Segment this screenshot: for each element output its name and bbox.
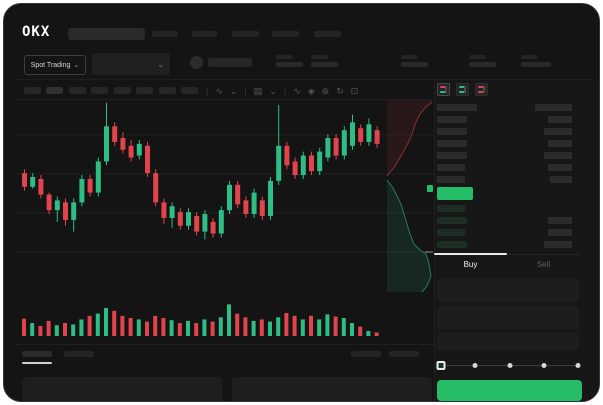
stat-label-placeholder xyxy=(401,55,418,59)
tab-sell-label: Sell xyxy=(536,259,551,269)
stat-label-placeholder xyxy=(276,55,293,59)
slider-stop-dot[interactable] xyxy=(507,363,512,368)
chevron-down-icon: ⌄ xyxy=(73,62,80,69)
candle-type-icon[interactable]: ▤ xyxy=(253,86,263,96)
trade-side-tabs: Buy Sell xyxy=(434,253,580,273)
stat-value-placeholder xyxy=(469,62,496,67)
nav-item[interactable] xyxy=(232,31,259,37)
bottom-panel xyxy=(22,377,222,401)
amount-input[interactable] xyxy=(437,306,579,329)
chevron-down-icon[interactable]: ⌄ xyxy=(229,86,238,96)
okx-logo: OKX xyxy=(22,24,51,40)
search-input[interactable] xyxy=(68,28,145,40)
tab-sell[interactable]: Sell xyxy=(507,255,580,273)
divider xyxy=(16,99,434,100)
nav-item[interactable] xyxy=(272,31,299,37)
timeframe-button[interactable] xyxy=(24,87,41,94)
chevron-down-icon: ⌄ xyxy=(157,59,164,69)
tab-buy-label: Buy xyxy=(463,259,478,269)
bottom-tab-active[interactable] xyxy=(22,351,52,357)
slider-stop-dot[interactable] xyxy=(575,363,581,368)
orderbook-row[interactable] xyxy=(437,203,574,215)
stat-label-placeholder xyxy=(311,55,328,59)
market-type-label: Spot Trading xyxy=(30,61,71,69)
divider xyxy=(434,80,435,401)
tab-buy[interactable]: Buy xyxy=(434,253,507,273)
bottom-action-placeholder[interactable] xyxy=(389,351,419,357)
fullscreen-icon[interactable]: ⊡ xyxy=(350,86,359,96)
stat-label-placeholder xyxy=(469,55,486,59)
orderbook-row[interactable] xyxy=(437,114,574,126)
timeframe-button[interactable] xyxy=(181,87,198,94)
stat-value-placeholder xyxy=(311,62,338,67)
nav-item[interactable] xyxy=(314,31,341,37)
divider xyxy=(16,79,593,80)
timeframe-button[interactable] xyxy=(69,87,86,94)
orderbook-row[interactable] xyxy=(437,227,574,239)
timeframe-button[interactable] xyxy=(114,87,131,94)
orderbook-panel: Buy Sell xyxy=(434,80,599,401)
orderbook-view-bids-icon[interactable] xyxy=(456,83,469,96)
orderbook-view-asks-icon[interactable] xyxy=(475,83,488,96)
bottom-panel xyxy=(232,377,432,401)
nav-item[interactable] xyxy=(152,31,178,37)
orderbook-row[interactable] xyxy=(437,239,574,251)
slider-handle[interactable] xyxy=(436,361,446,370)
last-price-placeholder xyxy=(208,58,252,67)
draw-icon[interactable]: ◈ xyxy=(307,86,315,96)
indicator-wave-icon[interactable]: ∿ xyxy=(215,86,223,96)
orderbook-row[interactable] xyxy=(437,150,574,162)
stat-value-placeholder xyxy=(521,62,551,67)
orderbook-row[interactable] xyxy=(437,138,574,150)
timeframe-button[interactable] xyxy=(91,87,108,94)
orderbook-row[interactable] xyxy=(437,126,574,138)
divider: | xyxy=(206,86,209,96)
total-input[interactable] xyxy=(437,333,579,350)
slider-stop-dot[interactable] xyxy=(472,363,478,368)
app-window: OKX Spot Trading ⌄ ⌄ | ∿ ⌄ | ▤ ⌄ | ∿ ◈ ⊚ ↻ ⊡ xyxy=(3,3,600,402)
stat-label-placeholder xyxy=(521,55,538,59)
bottom-tab[interactable] xyxy=(64,351,94,357)
orderbook-row[interactable] xyxy=(437,102,574,114)
orderbook-row[interactable] xyxy=(437,162,574,174)
timeframe-button[interactable] xyxy=(136,87,153,94)
orderbook-row[interactable] xyxy=(437,215,574,227)
divider xyxy=(16,344,434,345)
stat-value-placeholder xyxy=(276,62,303,67)
pair-selector[interactable]: ⌄ xyxy=(92,53,170,75)
last-price-row[interactable] xyxy=(437,186,574,203)
stat-value-placeholder xyxy=(401,62,428,67)
nav-item[interactable] xyxy=(192,31,217,37)
orderbook-view-combined-icon[interactable] xyxy=(437,83,450,96)
bottom-tab-indicator xyxy=(22,362,52,364)
price-chart-svg[interactable] xyxy=(16,99,434,342)
orderbook-view-toggles xyxy=(437,83,488,96)
orderbook-row[interactable] xyxy=(437,174,574,186)
orderbook-rows xyxy=(437,102,574,251)
slider-stop-dot[interactable] xyxy=(541,363,547,368)
camera-icon[interactable]: ⊚ xyxy=(321,86,330,96)
chevron-down-icon[interactable]: ⌄ xyxy=(269,86,277,96)
last-price-bar xyxy=(437,187,473,200)
amount-slider[interactable] xyxy=(436,358,582,374)
chart-toolbar-icons: | ∿ ⌄ | ▤ ⌄ | ∿ ◈ ⊚ ↻ ⊡ xyxy=(206,85,358,97)
timeframe-button-active[interactable] xyxy=(46,87,63,94)
line-style-icon[interactable]: ∿ xyxy=(293,86,301,96)
market-type-selector[interactable]: Spot Trading ⌄ xyxy=(24,55,86,75)
bottom-action-placeholder[interactable] xyxy=(351,351,381,357)
history-icon[interactable]: ↻ xyxy=(336,86,344,96)
divider: | xyxy=(244,86,247,96)
coin-icon xyxy=(190,56,203,69)
divider: | xyxy=(283,86,287,96)
timeframe-button[interactable] xyxy=(159,87,176,94)
buy-submit-button[interactable] xyxy=(437,380,582,401)
price-input[interactable] xyxy=(437,279,579,302)
